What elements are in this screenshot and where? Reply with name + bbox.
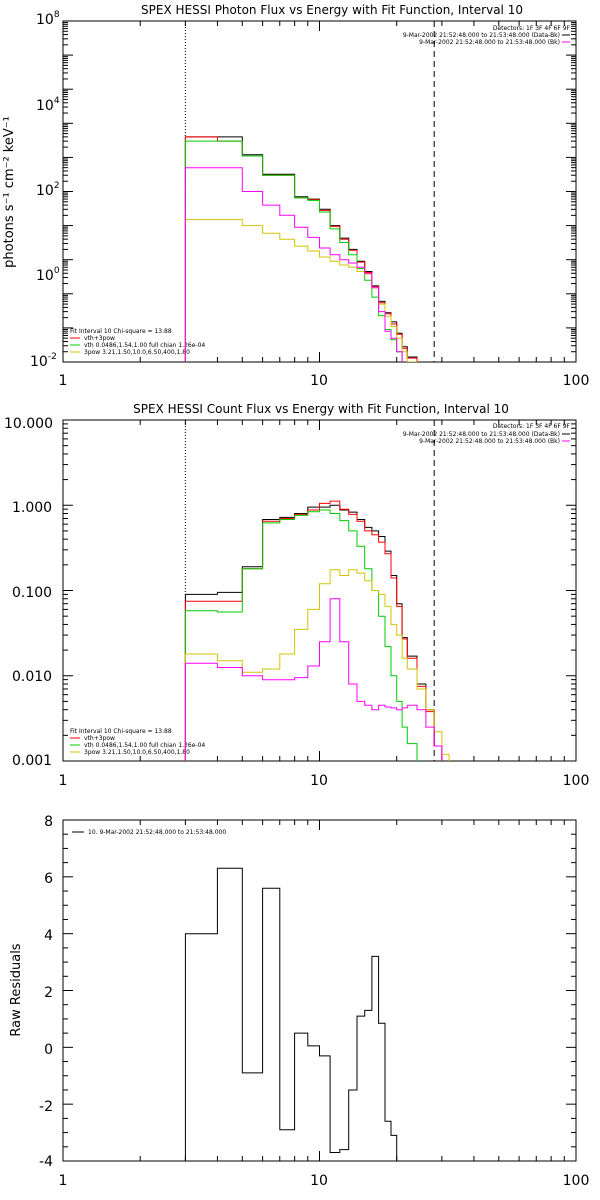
residuals-ytick-label-neg4: -4	[39, 1154, 53, 1170]
count-series-line-4	[184, 598, 443, 761]
count-x-ticks: 1 10 100	[59, 773, 590, 789]
count-flux-panel: SPEX HESSI Count Flux vs Energy with Fit…	[4, 402, 589, 789]
count-legend-data-bk: 9-Mar-2002 21:52:48.000 to 21:53:48.000 …	[403, 431, 560, 438]
photon-ytick-label-3: 100	[36, 266, 60, 284]
residuals-panel: Raw Residuals 8 6 4 2 0 -2 -4 1 10 100 1…	[9, 814, 589, 1189]
count-ytick-label-1: 1.000	[12, 500, 52, 516]
count-legend-top: Detectors: 1F 3F 4F 6F 9F 9-Mar-2002 21:…	[403, 423, 571, 445]
photon-x-ticks: 1 10 100	[59, 373, 590, 389]
count-xtick-label-1: 1	[59, 773, 68, 789]
residuals-xtick-label-100: 100	[563, 1173, 590, 1189]
residuals-series-line-0	[184, 867, 398, 1161]
photon-series-line-0	[184, 136, 418, 362]
photon-chart-title: SPEX HESSI Photon Flux vs Energy with Fi…	[141, 3, 523, 17]
count-xtick-label-10: 10	[310, 773, 328, 789]
count-legend-total: vth+3pow	[84, 735, 115, 742]
photon-xtick-label-100: 100	[563, 373, 590, 389]
count-marks	[62, 420, 576, 762]
count-series-line-2	[184, 509, 418, 761]
count-legend-fit: Fit Interval 10 Chi-square = 13.88	[70, 728, 172, 735]
residuals-legend-text: 10. 9-Mar-2002 21:52:48.000 to 21:53:48.…	[88, 829, 226, 836]
residuals-ytick-label-neg2: -2	[39, 1099, 53, 1115]
count-legend-detectors: Detectors: 1F 3F 4F 6F 9F	[493, 423, 571, 430]
photon-series-line-2	[184, 140, 403, 362]
photon-marks	[62, 21, 576, 363]
residuals-ytick-label-8: 8	[44, 814, 53, 830]
photon-y-ticks: 108 104 102 100 10-2	[30, 10, 60, 370]
count-xtick-label-100: 100	[563, 773, 590, 789]
residuals-legend: 10. 9-Mar-2002 21:52:48.000 to 21:53:48.…	[72, 829, 226, 836]
residuals-plot-frame	[62, 819, 577, 1162]
count-legend-bottom: Fit Interval 10 Chi-square = 13.88 vth+3…	[70, 728, 205, 756]
residuals-marks	[62, 819, 576, 1162]
count-series-line-0	[184, 504, 443, 761]
residuals-ytick-label-0: 0	[44, 1042, 53, 1058]
photon-series-line-3	[184, 219, 418, 362]
count-legend-bk: 9-Mar-2002 21:52:48.000 to 21:53:48.000 …	[419, 438, 560, 445]
photon-xtick-label-1: 1	[59, 373, 68, 389]
count-y-ticks: 10.000 1.000 0.100 0.010 0.001	[4, 416, 53, 769]
photon-ytick-label-1: 104	[36, 96, 60, 114]
count-ytick-label-3: 0.010	[12, 669, 52, 685]
photon-ytick-label-2: 102	[36, 181, 60, 199]
photon-plot-frame	[62, 20, 577, 363]
photon-legend-top: Detectors: 1F 3F 4F 6F 9F 9-Mar-2002 21:…	[403, 25, 571, 46]
photon-legend-vth: vth 0.0486,1.54,1.00 full chian 1.26e-04	[84, 342, 205, 349]
residuals-xtick-label-10: 10	[310, 1173, 328, 1189]
photon-y-label-text: photons s⁻¹ cm⁻² keV⁻¹	[2, 116, 17, 268]
residuals-ytick-label-6: 6	[44, 871, 53, 887]
count-legend-vth: vth 0.0486,1.54,1.00 full chian 1.26e-04	[84, 742, 205, 749]
residuals-y-axis-label: Raw Residuals	[9, 943, 24, 1036]
photon-flux-panel: SPEX HESSI Photon Flux vs Energy with Fi…	[2, 3, 589, 389]
photon-xtick-label-10: 10	[310, 373, 328, 389]
photon-legend-bottom: Fit Interval 10 Chi-square = 13.88 vth+3…	[70, 328, 205, 356]
residuals-ytick-label-4: 4	[44, 928, 53, 944]
count-chart-title: SPEX HESSI Count Flux vs Energy with Fit…	[133, 402, 509, 416]
residuals-y-ticks: 8 6 4 2 0 -2 -4	[39, 814, 53, 1170]
photon-legend-total: vth+3pow	[84, 335, 115, 342]
photon-legend-data-bk: 9-Mar-2002 21:52:48.000 to 21:53:48.000 …	[403, 32, 560, 39]
residuals-x-ticks: 1 10 100	[59, 1173, 590, 1189]
photon-series-line-4	[184, 167, 403, 362]
count-series-line-1	[184, 500, 443, 761]
photon-legend-bk: 9-Mar-2002 21:52:48.000 to 21:53:48.000 …	[419, 39, 560, 46]
photon-y-axis-label: photons s⁻¹ cm⁻² keV⁻¹	[2, 116, 17, 268]
count-ytick-label-4: 0.001	[12, 753, 52, 769]
residuals-ytick-label-2: 2	[44, 985, 53, 1001]
photon-legend-detectors: Detectors: 1F 3F 4F 6F 9F	[493, 25, 571, 32]
photon-ytick-label-0: 108	[36, 10, 60, 28]
photon-legend-3pow: 3pow 3.21,1.50,10.0,6.50,400,1.80	[84, 349, 190, 356]
residuals-xtick-label-1: 1	[59, 1173, 68, 1189]
photon-ytick-label-4: 10-2	[30, 352, 57, 370]
count-ytick-label-2: 0.100	[12, 585, 52, 601]
count-ytick-label-0: 10.000	[4, 416, 53, 432]
photon-legend-fit: Fit Interval 10 Chi-square = 13.88	[70, 328, 172, 335]
count-legend-3pow: 3pow 3.21,1.50,10.0,6.50,400,1.80	[84, 749, 190, 756]
residuals-y-label-text: Raw Residuals	[9, 943, 24, 1036]
